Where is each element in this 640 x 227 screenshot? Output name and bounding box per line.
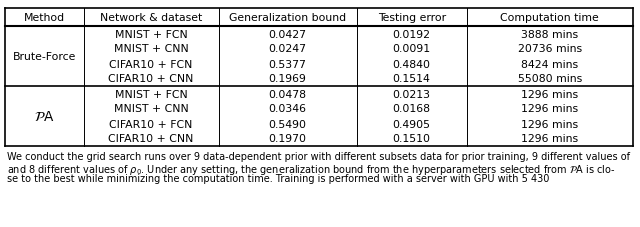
Text: MNIST + CNN: MNIST + CNN bbox=[114, 44, 188, 54]
Text: CIFAR10 + CNN: CIFAR10 + CNN bbox=[108, 74, 194, 84]
Text: 0.0213: 0.0213 bbox=[392, 89, 431, 99]
Text: 1296 mins: 1296 mins bbox=[521, 89, 579, 99]
Text: 8424 mins: 8424 mins bbox=[521, 59, 579, 69]
Text: MNIST + FCN: MNIST + FCN bbox=[115, 89, 188, 99]
Text: 20736 mins: 20736 mins bbox=[518, 44, 582, 54]
Text: CIFAR10 + CNN: CIFAR10 + CNN bbox=[108, 134, 194, 144]
Text: 0.4905: 0.4905 bbox=[392, 119, 431, 129]
Text: 0.0247: 0.0247 bbox=[269, 44, 307, 54]
Text: 0.0192: 0.0192 bbox=[392, 29, 431, 39]
Text: se to the best while minimizing the computation time. Training is performed with: se to the best while minimizing the comp… bbox=[7, 173, 549, 183]
Text: and 8 different values of $\rho_0$. Under any setting, the generalization bound : and 8 different values of $\rho_0$. Unde… bbox=[7, 162, 616, 176]
Text: $\mathcal{P}$A: $\mathcal{P}$A bbox=[34, 109, 54, 123]
Text: Network & dataset: Network & dataset bbox=[100, 13, 202, 23]
Text: 0.1514: 0.1514 bbox=[393, 74, 431, 84]
Text: We conduct the grid search runs over 9 data-dependent prior with different subse: We conduct the grid search runs over 9 d… bbox=[7, 151, 630, 161]
Text: 0.0427: 0.0427 bbox=[269, 29, 307, 39]
Text: MNIST + FCN: MNIST + FCN bbox=[115, 29, 188, 39]
Text: 0.0478: 0.0478 bbox=[269, 89, 307, 99]
Text: Computation time: Computation time bbox=[500, 13, 599, 23]
Text: 0.1970: 0.1970 bbox=[269, 134, 307, 144]
Text: MNIST + CNN: MNIST + CNN bbox=[114, 104, 188, 114]
Text: 1296 mins: 1296 mins bbox=[521, 104, 579, 114]
Text: Testing error: Testing error bbox=[378, 13, 445, 23]
Text: 3888 mins: 3888 mins bbox=[521, 29, 579, 39]
Text: 0.0091: 0.0091 bbox=[392, 44, 431, 54]
Text: 0.1510: 0.1510 bbox=[392, 134, 431, 144]
Text: 0.0346: 0.0346 bbox=[269, 104, 307, 114]
Text: 1296 mins: 1296 mins bbox=[521, 119, 579, 129]
Text: CIFAR10 + FCN: CIFAR10 + FCN bbox=[109, 119, 193, 129]
Text: 0.4840: 0.4840 bbox=[392, 59, 431, 69]
Text: Generalization bound: Generalization bound bbox=[229, 13, 346, 23]
Text: 0.5490: 0.5490 bbox=[269, 119, 307, 129]
Text: CIFAR10 + FCN: CIFAR10 + FCN bbox=[109, 59, 193, 69]
Text: Method: Method bbox=[24, 13, 65, 23]
Text: 0.0168: 0.0168 bbox=[392, 104, 431, 114]
Text: 55080 mins: 55080 mins bbox=[518, 74, 582, 84]
Text: 1296 mins: 1296 mins bbox=[521, 134, 579, 144]
Text: 0.5377: 0.5377 bbox=[269, 59, 307, 69]
Text: 0.1969: 0.1969 bbox=[269, 74, 307, 84]
Text: Brute-Force: Brute-Force bbox=[13, 52, 76, 62]
